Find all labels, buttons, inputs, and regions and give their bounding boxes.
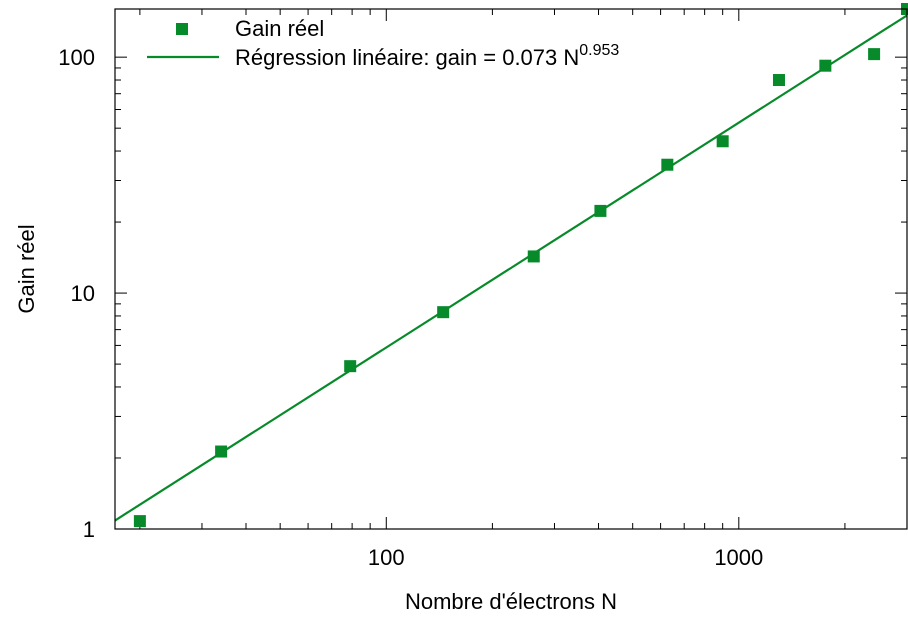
regression-line (115, 14, 907, 522)
data-point (215, 445, 228, 458)
x-axis-label: Nombre d'électrons N (405, 589, 617, 614)
data-point (661, 158, 674, 171)
data-point (772, 74, 785, 87)
legend-label-gain-reel: Gain réel (235, 16, 324, 41)
legend-regression-exponent: 0.953 (579, 42, 619, 59)
fit-line-layer (115, 14, 907, 522)
axes: 100 1000 1 10 100 (58, 9, 908, 570)
legend-marker-gain-reel (176, 23, 188, 35)
legend-label-regression: Régression linéaire: gain = 0.073 N0.953 (235, 42, 619, 70)
y-axis-label: Gain réel (14, 224, 39, 313)
data-point (437, 306, 450, 319)
y-tick-label: 1 (83, 517, 95, 542)
data-point (868, 48, 881, 61)
data-point (527, 250, 540, 263)
y-tick-label: 100 (58, 45, 95, 70)
legend: Gain réel Régression linéaire: gain = 0.… (147, 16, 619, 70)
legend-regression-prefix: Régression linéaire: gain = 0.073 N (235, 45, 579, 70)
x-tick-label: 100 (368, 545, 405, 570)
x-tick-label: 1000 (714, 545, 763, 570)
data-point (594, 204, 607, 217)
data-points-layer (133, 3, 908, 528)
data-point (133, 515, 146, 528)
data-point (716, 135, 729, 148)
data-point (344, 360, 357, 373)
y-tick-label: 10 (71, 281, 95, 306)
data-point (819, 59, 832, 72)
plot-frame (114, 8, 908, 530)
